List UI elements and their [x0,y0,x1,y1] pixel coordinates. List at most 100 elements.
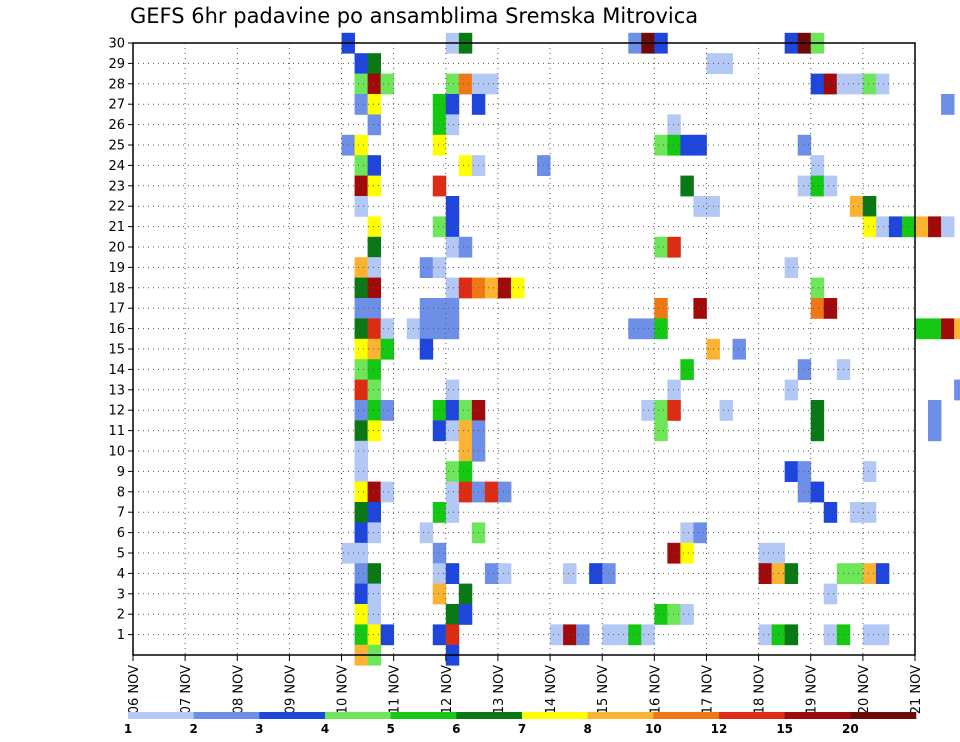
heatmap-cell [445,420,460,442]
heatmap-cell [354,502,368,523]
colorbar-tick-label: 7 [518,722,526,736]
heatmap-cell [862,196,877,217]
heatmap-cell [367,216,382,238]
grid-lines [133,42,915,655]
heatmap-cell [915,216,929,238]
heatmap-cell [563,624,577,646]
heatmap-cell [484,73,499,95]
y-tick-label: 13 [108,383,125,398]
heatmap-cell [445,73,460,95]
heatmap-cell [680,359,694,380]
heatmap-cell [432,502,447,523]
heatmap-cell [458,583,473,605]
heatmap-cell [693,134,707,156]
y-tick-label: 11 [108,424,125,439]
x-tick-label: 21 NOV [909,665,924,714]
heatmap-cell [862,624,877,646]
y-tick-label: 9 [117,465,125,480]
heatmap-cell [419,522,434,544]
heatmap-cell [445,481,460,503]
heatmap-cell [732,338,746,360]
colorbar-tick-label: 2 [189,722,197,736]
heatmap-cell [367,318,382,340]
heatmap-cell [367,236,382,258]
heatmap-cells [341,32,960,666]
x-axis-ticks: 06 NOV 07 NOV 08 NOV 09 NOV 10 NOV 11 NOV 12 N… [127,655,924,714]
heatmap-cell [354,196,368,217]
heatmap-cell [445,94,460,115]
colorbar-tick-label: 12 [711,722,728,736]
heatmap-cell [419,298,434,319]
heatmap-cell [810,73,825,95]
heatmap-cell [380,400,395,421]
heatmap-cell [497,481,512,503]
heatmap-cell [810,298,825,319]
heatmap-cell [380,338,395,360]
heatmap-cell [810,481,825,503]
heatmap-cell [380,73,395,95]
heatmap-cell [823,73,838,95]
y-tick-label: 17 [108,302,125,317]
heatmap-cell [445,604,460,625]
heatmap-cell [810,420,825,442]
y-tick-label: 16 [108,322,125,337]
heatmap-cell [667,134,681,156]
heatmap-cell [445,277,460,299]
heatmap-cell [510,277,525,299]
heatmap-cell [354,277,368,299]
heatmap-cell [797,359,812,380]
heatmap-cell [915,318,929,340]
colorbar-tick-label: 10 [645,722,662,736]
heatmap-cell [875,216,890,238]
heatmap-cell [875,563,890,584]
heatmap-cell [680,542,694,564]
heatmap-cell [862,563,877,584]
heatmap-cell [484,563,499,584]
heatmap-cell [823,583,838,605]
heatmap-cell [354,420,368,442]
heatmap-cell [354,481,368,503]
heatmap-cell [928,216,942,238]
heatmap-cell [367,257,382,278]
heatmap-cell [550,624,564,646]
heatmap-cell [667,542,681,564]
y-tick-label: 29 [108,57,125,72]
heatmap-cell [354,604,368,625]
y-tick-label: 10 [108,445,125,460]
heatmap-cell [354,175,368,197]
x-tick-label: 17 NOV [700,665,715,714]
heatmap-cell [810,175,825,197]
colorbar-tick-label: 6 [452,722,460,736]
heatmap-cell [810,155,825,176]
y-tick-label: 23 [108,179,125,194]
heatmap-cell [797,481,812,503]
heatmap-cell [367,155,382,176]
heatmap-cell [458,604,473,625]
x-tick-label: 09 NOV [283,665,298,714]
heatmap-cell [354,400,368,421]
heatmap-cell [875,73,890,95]
heatmap-cell [458,461,473,482]
heatmap-cell [432,175,447,197]
heatmap-cell [367,114,382,136]
heatmap-cell [784,563,799,584]
heatmap-cell [928,420,942,442]
heatmap-cell [784,461,799,482]
heatmap-cell [367,624,382,646]
heatmap-cell [576,624,590,646]
heatmap-cell [380,624,395,646]
y-tick-label: 18 [108,281,125,296]
x-tick-label: 15 NOV [596,665,611,714]
heatmap-cell [693,196,707,217]
x-tick-label: 12 NOV [440,665,455,714]
heatmap-cell [354,624,368,646]
heatmap-cell [354,542,368,564]
heatmap-cell [367,53,382,74]
heatmap-cell [458,481,473,503]
heatmap-cell [758,563,773,584]
heatmap-cell [862,216,877,238]
heatmap-cell [419,338,434,360]
heatmap-cell [367,338,382,360]
x-tick-label: 08 NOV [231,665,246,714]
